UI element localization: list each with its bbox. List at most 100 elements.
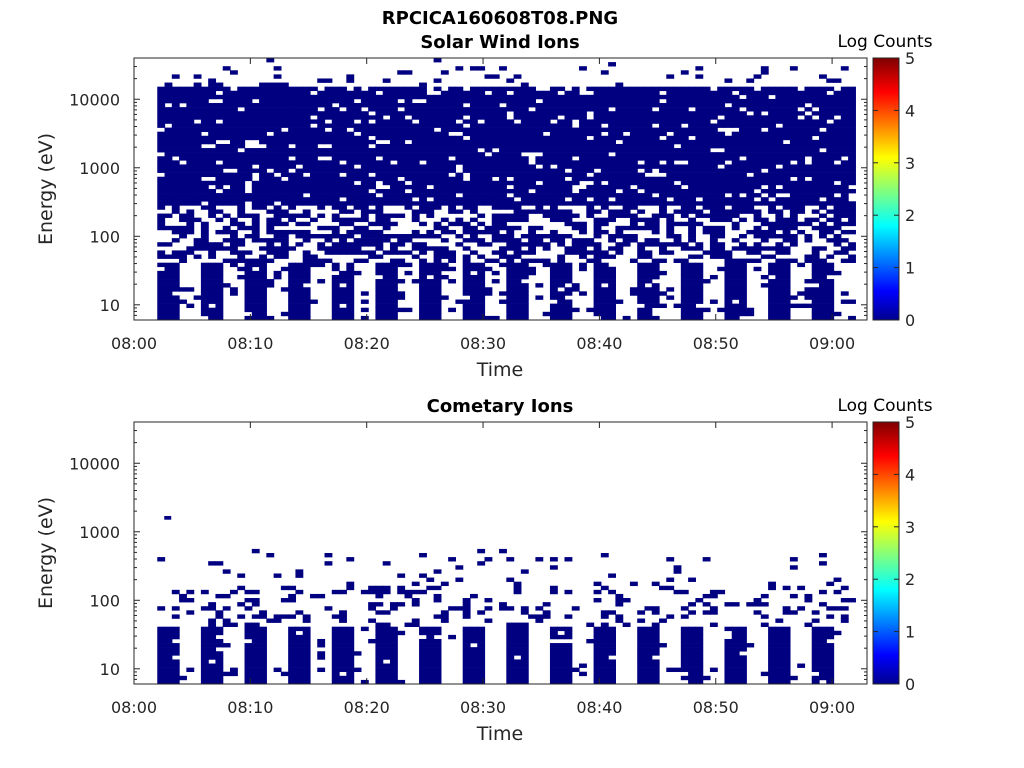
heatmap-cell <box>280 82 289 87</box>
heatmap-cell <box>593 234 602 239</box>
heatmap-cell <box>593 143 602 149</box>
heatmap-cell <box>644 98 653 104</box>
heatmap-cell <box>215 172 224 178</box>
heatmap-cell <box>513 168 522 173</box>
heatmap-cell <box>288 135 297 141</box>
heatmap-cell <box>186 221 195 227</box>
heatmap-cell <box>797 143 806 149</box>
heatmap-cell <box>448 205 457 210</box>
heatmap-cell <box>469 103 478 108</box>
heatmap-cell <box>469 262 478 268</box>
heatmap-cell <box>244 291 253 296</box>
heatmap-cell <box>600 86 609 92</box>
heatmap-cell <box>564 103 573 108</box>
heatmap-cell <box>273 213 282 218</box>
heatmap-cell <box>288 299 297 304</box>
heatmap-cell <box>288 139 297 145</box>
heatmap-cell <box>724 168 733 173</box>
heatmap-cell <box>426 164 435 169</box>
heatmap-cell <box>215 209 224 214</box>
heatmap-cell <box>811 160 820 165</box>
heatmap-cell <box>179 139 187 145</box>
heatmap-cell <box>433 164 442 169</box>
heatmap-cell <box>622 189 631 194</box>
heatmap-cell <box>666 172 675 178</box>
heatmap-cell <box>753 229 762 235</box>
heatmap-cell <box>302 90 311 96</box>
heatmap-cell <box>513 225 522 231</box>
heatmap-cell <box>629 180 638 186</box>
heatmap-cell <box>615 127 624 132</box>
heatmap-cell <box>324 561 333 566</box>
heatmap-cell <box>695 638 704 644</box>
heatmap-cell <box>433 205 442 210</box>
heatmap-cell <box>237 156 246 161</box>
heatmap-cell <box>659 94 667 100</box>
heatmap-cell <box>193 295 202 300</box>
heatmap-cell <box>513 148 522 153</box>
heatmap-cell <box>557 270 566 276</box>
heatmap-cell <box>273 184 282 190</box>
heatmap-cell <box>615 152 624 157</box>
heatmap-cell <box>200 274 209 280</box>
heatmap-cell <box>215 180 224 186</box>
heatmap-cell <box>469 164 478 169</box>
heatmap-cell <box>208 82 217 87</box>
heatmap-cell <box>724 262 733 268</box>
heatmap-cell <box>659 152 667 157</box>
heatmap-cell <box>637 201 646 206</box>
heatmap-cell <box>775 168 784 173</box>
heatmap-cell <box>819 201 827 206</box>
heatmap-cell <box>215 246 224 251</box>
heatmap-cell <box>273 66 282 71</box>
heatmap-cell <box>644 291 653 296</box>
heatmap-cell <box>171 238 180 243</box>
heatmap-cell <box>688 234 696 239</box>
heatmap-cell <box>826 107 835 112</box>
heatmap-cell <box>244 152 253 157</box>
heatmap-cell <box>411 193 420 198</box>
heatmap-cell <box>615 229 624 235</box>
heatmap-cell <box>753 598 762 603</box>
heatmap-cell <box>448 209 457 214</box>
heatmap-cell <box>724 98 733 104</box>
heatmap-cell <box>382 655 391 660</box>
heatmap-cell <box>753 180 762 186</box>
heatmap-cell <box>666 168 675 173</box>
heatmap-cell <box>557 160 566 165</box>
heatmap-cell <box>259 168 267 173</box>
heatmap-cell <box>280 107 289 112</box>
heatmap-cell <box>724 156 733 161</box>
heatmap-cell <box>659 643 667 648</box>
heatmap-cell <box>331 205 340 210</box>
heatmap-cell <box>389 152 398 157</box>
heatmap-cell <box>688 311 696 317</box>
heatmap-cell <box>259 176 267 182</box>
heatmap-cell <box>520 651 529 656</box>
heatmap-cell <box>782 258 791 263</box>
heatmap-cell <box>477 107 486 112</box>
heatmap-cell <box>193 197 202 202</box>
heatmap-cell <box>193 127 202 132</box>
heatmap-cell <box>469 250 478 255</box>
heatmap-cell <box>702 164 711 169</box>
heatmap-cell <box>797 123 806 128</box>
heatmap-cell <box>157 213 166 218</box>
heatmap-cell <box>739 258 747 263</box>
heatmap-cell <box>688 655 696 660</box>
heatmap-cell <box>469 634 478 640</box>
heatmap-cell <box>535 205 544 210</box>
heatmap-cell <box>433 315 442 321</box>
heatmap-cell <box>557 675 566 681</box>
heatmap-cell <box>419 274 427 280</box>
heatmap-cell <box>557 295 566 300</box>
heatmap-cell <box>768 111 776 116</box>
heatmap-cell <box>186 303 195 309</box>
heatmap-cell <box>375 679 384 685</box>
heatmap-cell <box>833 131 842 137</box>
heatmap-cell <box>840 299 849 304</box>
heatmap-cell <box>295 626 304 632</box>
heatmap-cell <box>215 94 224 100</box>
heatmap-cell <box>709 184 718 190</box>
heatmap-cell <box>404 197 413 202</box>
